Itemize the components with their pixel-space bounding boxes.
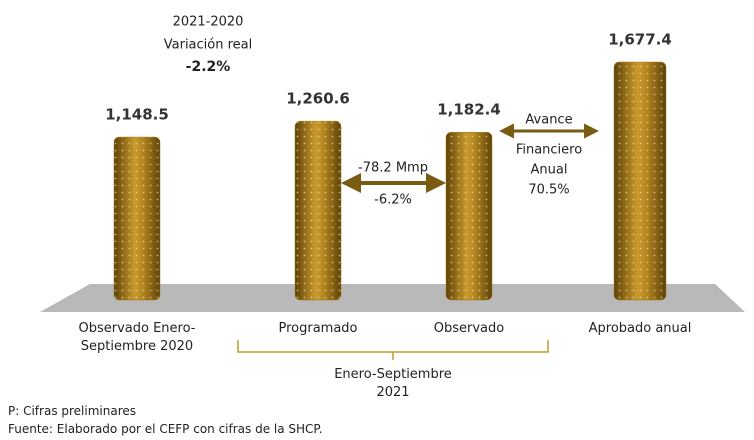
group-bracket bbox=[237, 340, 549, 360]
bar-texture bbox=[614, 62, 666, 300]
progress-value: 70.5% bbox=[528, 183, 569, 198]
value-label: 1,677.4 bbox=[608, 31, 672, 49]
gap-amount: -78.2 Mmp bbox=[358, 161, 428, 176]
progress-line: Anual bbox=[531, 163, 568, 178]
value-label: 1,182.4 bbox=[437, 101, 501, 119]
group-label: Enero-Septiembre 2021 bbox=[334, 367, 452, 400]
value-label: 1,148.5 bbox=[105, 106, 169, 124]
value-label: 1,260.6 bbox=[286, 90, 350, 108]
x-tick-label: Aprobado anual bbox=[588, 321, 692, 336]
progress-title: Avance bbox=[525, 113, 572, 128]
variation-title: Variación real bbox=[164, 38, 253, 53]
note: P: Cifras preliminares bbox=[8, 404, 137, 418]
variation-period: 2021-2020 bbox=[173, 15, 244, 30]
progress-line: Financiero bbox=[516, 143, 582, 158]
bar-texture bbox=[446, 132, 492, 300]
x-tick-label: Observado Enero-Septiembre 2020 bbox=[78, 321, 196, 354]
note: Fuente: Elaborado por el CEFP con cifras… bbox=[8, 422, 323, 436]
bar-texture bbox=[114, 137, 160, 300]
x-tick-label: Programado bbox=[278, 321, 358, 336]
bar-texture bbox=[295, 121, 341, 301]
x-tick-label: Observado bbox=[433, 321, 505, 336]
floor bbox=[40, 284, 745, 312]
gap-percent: -6.2% bbox=[374, 193, 412, 208]
variation-value: -2.2% bbox=[186, 59, 231, 75]
